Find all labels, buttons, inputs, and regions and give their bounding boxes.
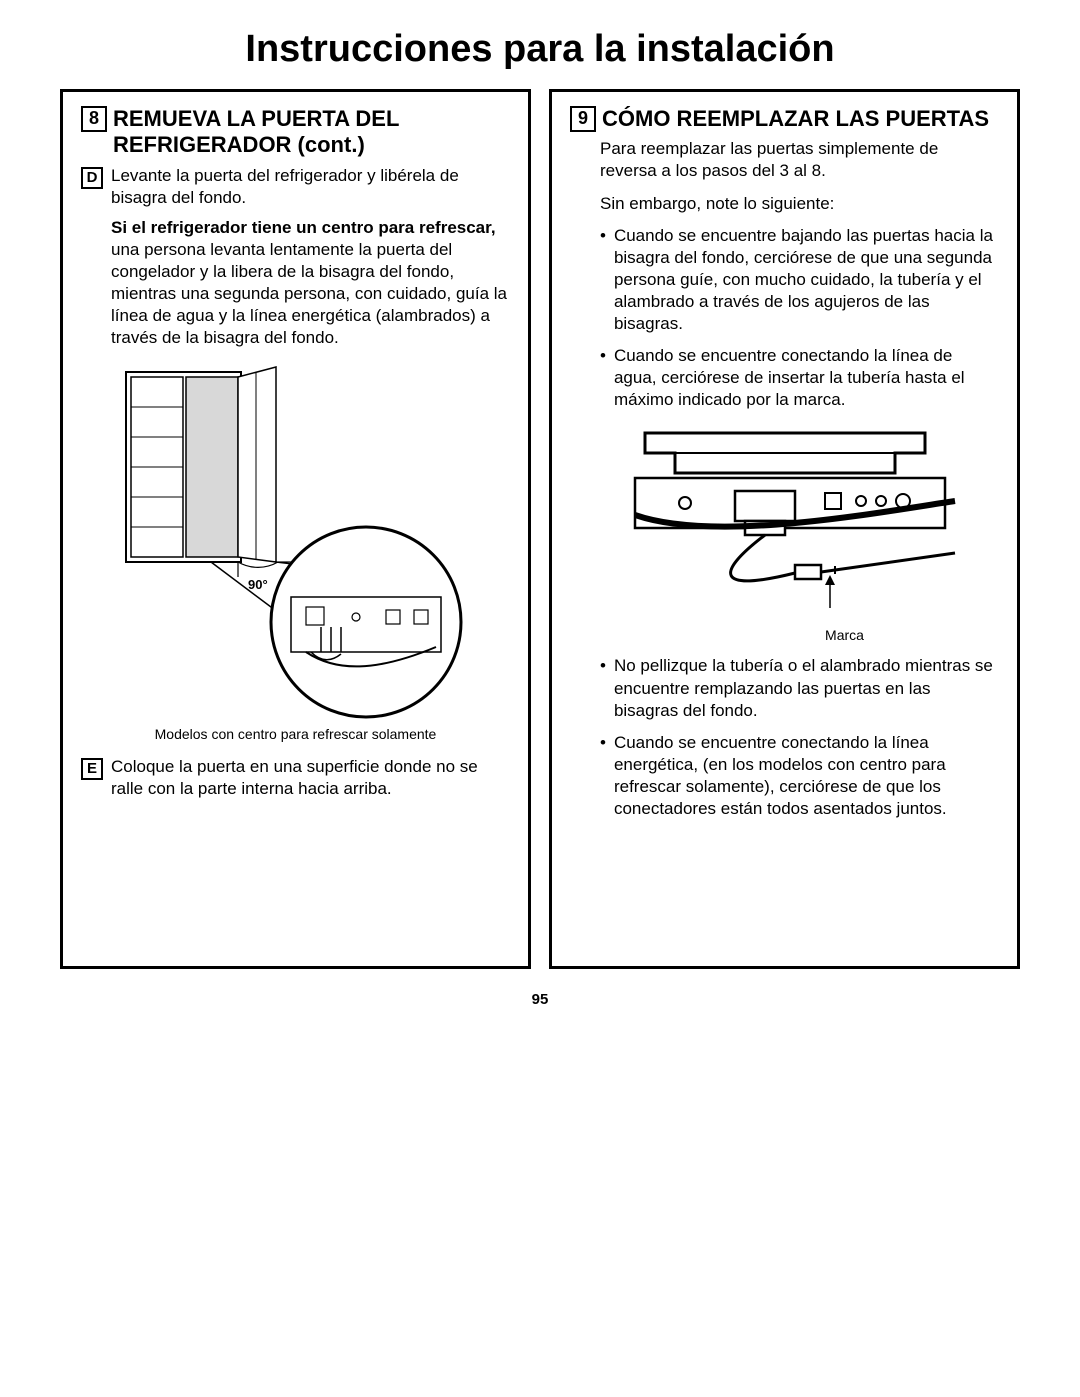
step-d-text: Levante la puerta del refrigerador y lib… (111, 165, 510, 209)
angle-label: 90° (248, 577, 268, 592)
step-letter-d: D (81, 167, 103, 189)
panel-9-title: 9 CÓMO REEMPLAZAR LAS PUERTAS (570, 106, 999, 132)
panel-step-9: 9 CÓMO REEMPLAZAR LAS PUERTAS Para reemp… (549, 89, 1020, 969)
step-e-text: Coloque la puerta en una superficie dond… (111, 756, 510, 800)
step-letter-e: E (81, 758, 103, 780)
figure-label-marca: Marca (690, 627, 999, 643)
intro-text-1: Para reemplazar las puertas simplemente … (600, 138, 999, 182)
panel-8-title-text: REMUEVA LA PUERTA DEL REFRIGERADOR (cont… (113, 106, 510, 159)
step-d-rest: una persona levanta lentamente la puerta… (111, 240, 507, 347)
bullet-list-bottom: No pellizque la tubería o el alambrado m… (600, 655, 999, 820)
figure-fridge-hinge: 90° (106, 362, 486, 722)
intro-text-2: Sin embargo, note lo siguiente: (600, 193, 999, 215)
bullet-top-2: Cuando se encuentre conectando la línea … (600, 345, 999, 411)
step-d-extra: Si el refrigerador tiene un centro para … (111, 217, 510, 350)
step-d-body: Levante la puerta del refrigerador y lib… (111, 165, 510, 350)
figure-caption-left: Modelos con centro para refrescar solame… (81, 726, 510, 742)
panel-step-8: 8 REMUEVA LA PUERTA DEL REFRIGERADOR (co… (60, 89, 531, 969)
step-d: D Levante la puerta del refrigerador y l… (81, 165, 510, 350)
figure-water-line (595, 423, 975, 623)
panel-9-title-text: CÓMO REEMPLAZAR LAS PUERTAS (602, 106, 989, 132)
bullet-bottom-1: No pellizque la tubería o el alambrado m… (600, 655, 999, 721)
bullet-top-1: Cuando se encuentre bajando las puertas … (600, 225, 999, 335)
panel-8-title: 8 REMUEVA LA PUERTA DEL REFRIGERADOR (co… (81, 106, 510, 159)
step-e: E Coloque la puerta en una superficie do… (81, 756, 510, 800)
step-number-8: 8 (81, 106, 107, 132)
step-number-9: 9 (570, 106, 596, 132)
bullet-bottom-2: Cuando se encuentre conectando la línea … (600, 732, 999, 820)
page-title: Instrucciones para la instalación (60, 28, 1020, 71)
step-d-bold: Si el refrigerador tiene un centro para … (111, 218, 496, 237)
two-column-layout: 8 REMUEVA LA PUERTA DEL REFRIGERADOR (co… (60, 89, 1020, 969)
bullet-list-top: Cuando se encuentre bajando las puertas … (600, 225, 999, 412)
page-number: 95 (60, 991, 1020, 1008)
